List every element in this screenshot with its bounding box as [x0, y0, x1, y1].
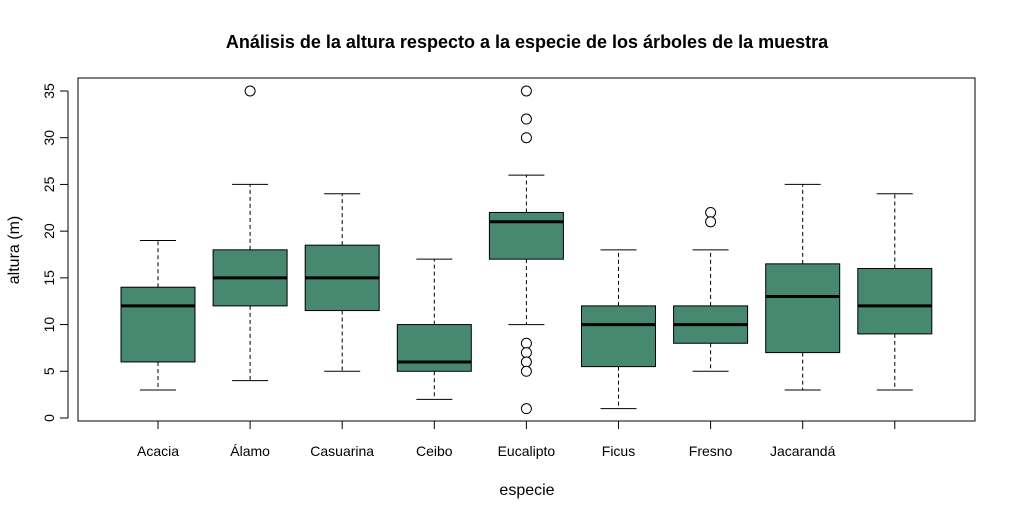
outlier-point	[520, 113, 532, 125]
box-body	[488, 211, 564, 260]
x-tick-label: Jacarandá	[770, 443, 836, 459]
box-Fresno	[673, 206, 749, 372]
box-unlabeled	[857, 193, 933, 391]
outlier-point	[520, 403, 532, 415]
y-tick-label: 10	[41, 317, 57, 333]
outlier-point	[705, 216, 717, 228]
x-axis: Acacia Álamo Casuarina Ceibo Eucalipto Ficus F…	[137, 420, 896, 459]
y-tick-label: 35	[41, 83, 57, 99]
x-axis-label: especie	[499, 482, 554, 499]
box-body	[581, 305, 656, 368]
x-tick-label: Casuarina	[310, 443, 374, 459]
x-tick-label: Eucalipto	[498, 443, 556, 459]
box-body	[120, 286, 196, 363]
y-axis: 0 5 10 15 20 25 30 35	[41, 83, 69, 422]
outlier-point	[520, 356, 532, 368]
x-tick-label: Acacia	[137, 443, 179, 459]
y-tick-label: 0	[41, 414, 57, 422]
y-tick-label: 15	[41, 270, 57, 286]
box-body	[857, 268, 933, 335]
x-tick-label: Ficus	[602, 443, 635, 459]
box-Eucalipto	[488, 85, 564, 415]
outlier-point	[244, 85, 256, 97]
box-Ceibo	[396, 258, 472, 400]
x-tick-label: Ceibo	[416, 443, 453, 459]
x-tick-label: Álamo	[230, 443, 270, 459]
y-tick-label: 30	[41, 130, 57, 146]
box-Ficus	[581, 249, 656, 410]
boxes-group	[120, 85, 933, 415]
outlier-point	[520, 337, 532, 349]
outlier-point	[520, 132, 532, 144]
y-tick-label: 25	[41, 176, 57, 192]
outlier-point	[705, 206, 717, 218]
box-Jacarandá	[765, 183, 841, 391]
box-Acacia	[120, 239, 196, 391]
outlier-point	[520, 365, 532, 377]
x-tick-label: Fresno	[689, 443, 733, 459]
box-Álamo	[212, 85, 288, 382]
outlier-point	[520, 85, 532, 97]
chart-title: Análisis de la altura respecto a la espe…	[226, 32, 829, 52]
y-tick-label: 5	[41, 367, 57, 375]
box-Casuarina	[304, 193, 380, 372]
box-body	[765, 263, 841, 354]
box-body	[396, 324, 472, 372]
outlier-point	[520, 347, 532, 359]
y-axis-label: altura (m)	[6, 216, 23, 284]
y-tick-label: 20	[41, 223, 57, 239]
